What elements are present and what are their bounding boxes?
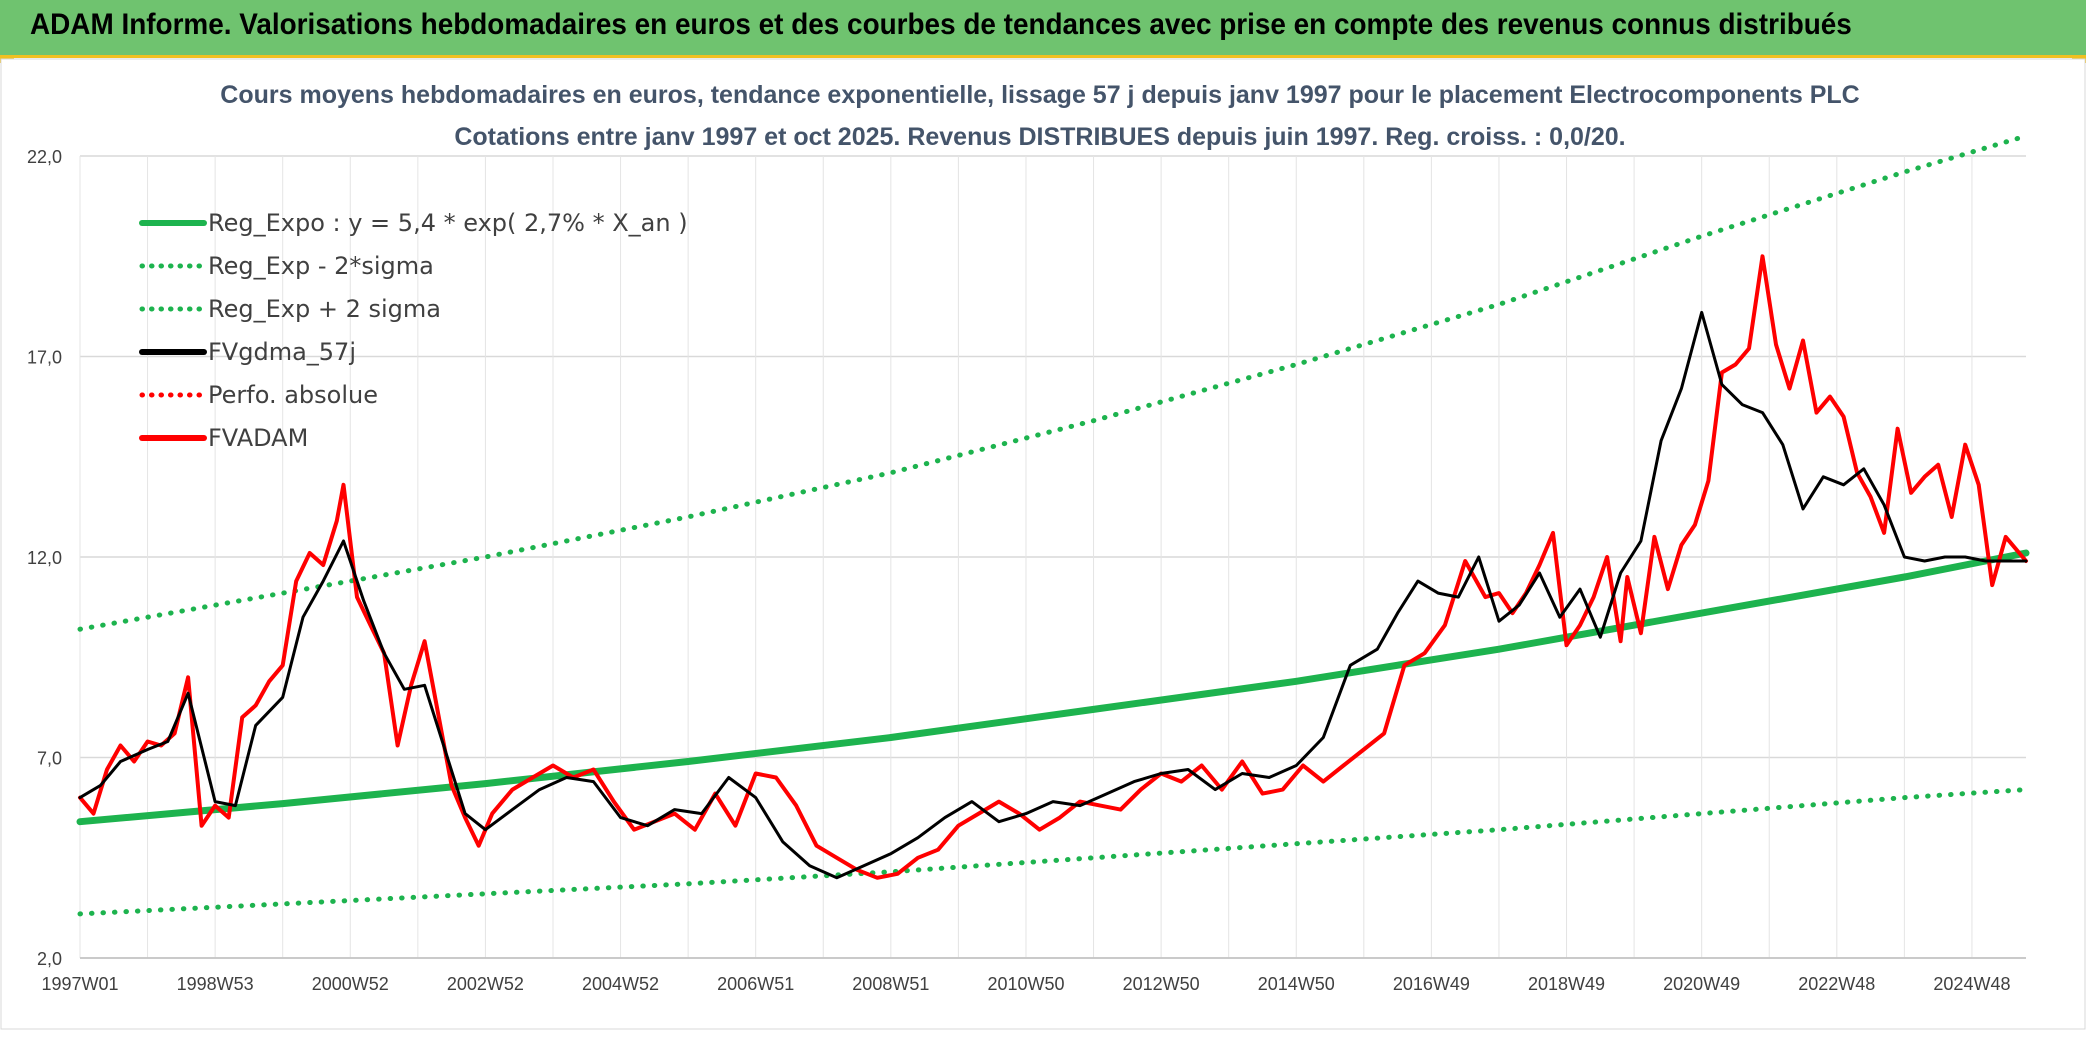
y-tick-label: 22,0 (27, 147, 62, 167)
y-tick-label: 2,0 (37, 949, 62, 969)
x-tick-label: 2008W51 (852, 974, 929, 994)
x-tick-label: 2006W51 (717, 974, 794, 994)
axis-ticks: 2,0 7,0 12,0 17,0 22,0 1997W01 1998W53 2000W52 2… (27, 147, 2011, 994)
x-tick-label: 2018W49 (1528, 974, 1605, 994)
x-tick-label: 2016W49 (1393, 974, 1470, 994)
series-line-5 (78, 254, 2028, 880)
legend-label: FVgdma_57j (208, 338, 356, 366)
legend: Reg_Expo : y = 5,4 * exp( 2,7% * X_an ) R… (139, 209, 688, 452)
x-tick-label: 2002W52 (447, 974, 524, 994)
chart-title: Cours moyens hebdomadaires en euros, ten… (220, 81, 1859, 109)
chart-area: Cours moyens hebdomadaires en euros, ten… (0, 58, 2086, 1037)
legend-label: Reg_Exp - 2*sigma (208, 252, 434, 280)
x-tick-label: 1998W53 (177, 974, 254, 994)
chart-subtitle: Cotations entre janv 1997 et oct 2025. R… (454, 123, 1625, 151)
grid (79, 155, 2026, 959)
x-tick-label: 2014W50 (1258, 974, 1335, 994)
chart-border (0, 58, 2086, 1030)
y-tick-label: 12,0 (27, 548, 62, 568)
series-line-2 (77, 133, 2029, 632)
legend-label: Perfo. absolue (208, 381, 378, 409)
y-tick-label: 7,0 (37, 749, 62, 769)
x-tick-label: 2024W48 (1933, 974, 2010, 994)
x-tick-label: 2004W52 (582, 974, 659, 994)
series-line-3 (78, 310, 2028, 880)
legend-label: Reg_Expo : y = 5,4 * exp( 2,7% * X_an ) (208, 209, 688, 237)
chart-svg: Cours moyens hebdomadaires en euros, ten… (0, 58, 2086, 1030)
y-tick-label: 17,0 (27, 348, 62, 368)
report-title: ADAM Informe. Valorisations hebdomadaire… (30, 8, 1852, 41)
x-tick-label: 2020W49 (1663, 974, 1740, 994)
x-tick-label: 2010W50 (987, 974, 1064, 994)
series-group (76, 133, 2030, 917)
legend-label: FVADAM (208, 424, 308, 452)
x-tick-label: 2000W52 (312, 974, 389, 994)
series-line-1 (77, 787, 2029, 917)
x-tick-label: 1997W01 (41, 974, 118, 994)
report-banner: ADAM Informe. Valorisations hebdomadaire… (0, 0, 2086, 58)
series-line-0 (76, 549, 2030, 826)
x-tick-label: 2022W48 (1798, 974, 1875, 994)
x-tick-label: 2012W50 (1123, 974, 1200, 994)
legend-label: Reg_Exp + 2 sigma (208, 295, 441, 323)
